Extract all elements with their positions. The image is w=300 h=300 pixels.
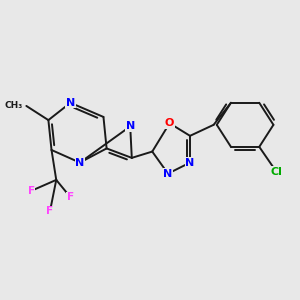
Text: N: N: [185, 158, 195, 168]
Text: F: F: [46, 206, 53, 216]
Text: F: F: [28, 186, 34, 196]
Text: CH₃: CH₃: [5, 101, 23, 110]
Text: Cl: Cl: [271, 167, 283, 177]
Text: O: O: [165, 118, 174, 128]
Text: N: N: [66, 98, 75, 108]
Text: N: N: [164, 169, 172, 178]
Text: N: N: [75, 158, 85, 168]
Text: N: N: [126, 122, 135, 131]
Text: F: F: [67, 192, 74, 202]
